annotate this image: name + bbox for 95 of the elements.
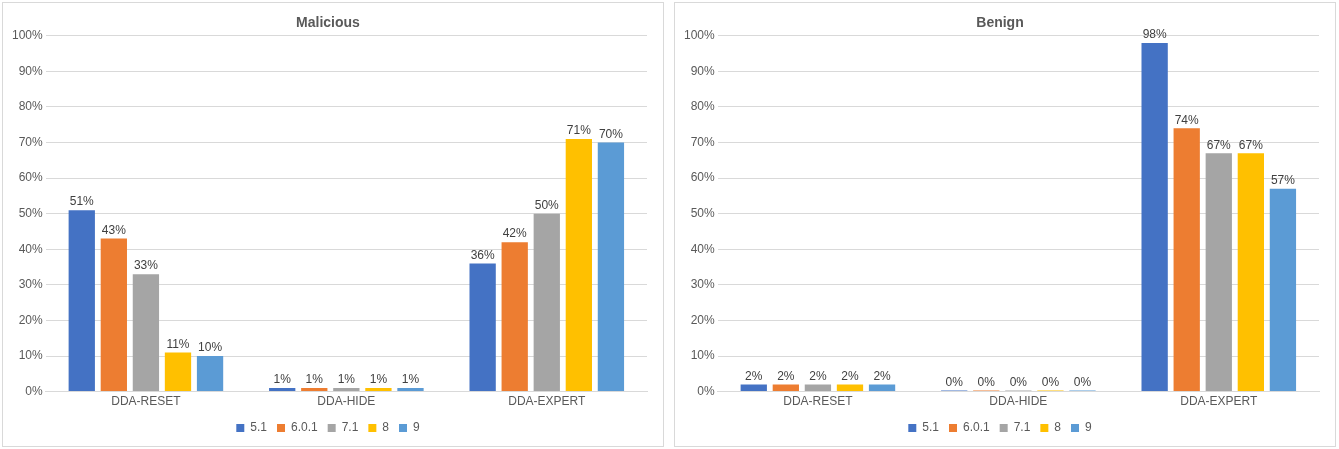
y-tick-label: 0%	[697, 383, 716, 398]
data-label: 67%	[1206, 137, 1232, 152]
y-tick-label: 50%	[690, 206, 716, 221]
legend-label: 8	[1054, 420, 1062, 435]
bar	[397, 388, 424, 392]
y-tick-label: 30%	[690, 277, 716, 292]
bar	[1173, 128, 1200, 392]
bar	[1205, 153, 1232, 392]
bar	[1237, 153, 1264, 392]
data-label: 2%	[873, 368, 892, 383]
bar	[501, 242, 528, 392]
data-label: 0%	[977, 374, 996, 389]
y-tick-label: 100%	[11, 28, 44, 43]
bar	[164, 352, 192, 392]
legend-label: 7.1	[1013, 420, 1031, 435]
y-tick-label: 70%	[690, 134, 716, 149]
x-tick-label: DDA-RESET	[783, 394, 854, 409]
data-label: 0%	[1073, 374, 1092, 389]
data-label: 98%	[1142, 27, 1167, 42]
bar	[1269, 188, 1297, 392]
y-tick-label: 0%	[25, 383, 44, 398]
data-label: 71%	[566, 123, 592, 138]
data-label: 67%	[1238, 137, 1264, 152]
bar	[597, 142, 625, 392]
data-label: 1%	[337, 372, 356, 387]
y-tick-label: 30%	[18, 277, 44, 292]
legend-label: 9	[413, 420, 421, 435]
bar	[132, 274, 160, 392]
data-label: 70%	[598, 126, 624, 141]
y-tick-label: 70%	[18, 134, 44, 149]
y-tick-label: 100%	[683, 28, 716, 43]
y-tick-label: 10%	[690, 348, 716, 363]
y-tick-label: 60%	[18, 170, 44, 185]
data-label: 0%	[1041, 374, 1060, 389]
x-tick-label: DDA-HIDE	[317, 394, 376, 409]
chart-title: Benign	[976, 14, 1024, 31]
bar	[68, 210, 95, 392]
data-label: 50%	[534, 198, 560, 213]
bar	[804, 384, 832, 392]
data-label: 11%	[166, 336, 190, 351]
y-tick-label: 10%	[18, 348, 44, 363]
chart-title: Malicious	[296, 14, 361, 31]
bar	[836, 384, 864, 392]
x-tick-label: DDA-EXPERT	[1180, 394, 1259, 409]
legend-label: 8	[382, 420, 390, 435]
x-tick-label: DDA-RESET	[111, 394, 182, 409]
legend-label: 9	[1085, 420, 1093, 435]
data-label: 36%	[470, 247, 495, 262]
data-label: 2%	[777, 368, 795, 383]
data-label: 0%	[945, 374, 964, 389]
data-label: 1%	[369, 372, 388, 387]
y-tick-label: 20%	[690, 312, 716, 327]
x-tick-label: DDA-EXPERT	[508, 394, 587, 409]
bar	[301, 388, 328, 392]
bar	[740, 384, 767, 392]
data-label: 2%	[841, 368, 859, 383]
y-tick-label: 40%	[18, 241, 44, 256]
data-label: 1%	[401, 372, 420, 387]
data-label: 1%	[305, 372, 324, 387]
x-tick-label: DDA-HIDE	[989, 394, 1048, 409]
data-label: 43%	[101, 222, 127, 237]
y-tick-label: 40%	[690, 241, 716, 256]
data-label: 10%	[198, 340, 223, 355]
data-label: 2%	[745, 368, 763, 383]
legend-label: 6.0.1	[290, 420, 318, 435]
bar	[868, 384, 896, 392]
bar	[365, 388, 392, 392]
bar	[1141, 42, 1168, 392]
legend-label: 5.1	[922, 420, 940, 435]
bar	[269, 388, 296, 392]
data-label: 74%	[1174, 112, 1200, 127]
data-label: 2%	[809, 368, 827, 383]
data-label: 1%	[273, 372, 292, 387]
bar	[196, 356, 224, 392]
y-tick-label: 20%	[18, 312, 44, 327]
data-label: 51%	[69, 194, 95, 209]
data-label: 33%	[133, 258, 159, 273]
bar	[100, 238, 127, 392]
bar	[772, 384, 799, 392]
bar	[533, 213, 560, 392]
y-tick-label: 80%	[690, 99, 716, 114]
legend-label: 7.1	[341, 420, 359, 435]
data-label: 57%	[1270, 173, 1296, 188]
bar	[565, 138, 592, 392]
bar	[333, 388, 360, 392]
y-tick-label: 90%	[690, 63, 716, 78]
data-label: 42%	[502, 226, 528, 241]
legend-label: 6.0.1	[962, 420, 990, 435]
legend-label: 5.1	[250, 420, 268, 435]
bar	[469, 263, 496, 392]
y-tick-label: 60%	[690, 170, 716, 185]
y-tick-label: 80%	[18, 99, 44, 114]
y-tick-label: 90%	[18, 63, 44, 78]
y-tick-label: 50%	[18, 206, 44, 221]
data-label: 0%	[1009, 374, 1028, 389]
